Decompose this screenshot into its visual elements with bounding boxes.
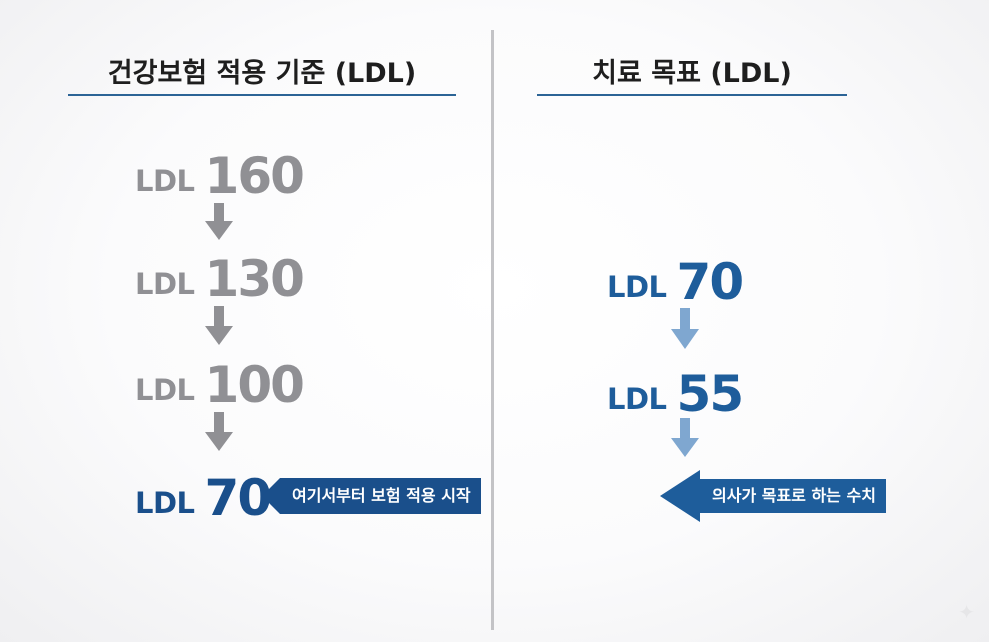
left-pointer-icon (262, 478, 280, 514)
left-step-100: LDL 100 (135, 351, 305, 414)
right-callout: 의사가 목표로 하는 수치 (660, 470, 886, 522)
left-step-70: LDL 70 (135, 464, 273, 527)
step-value: 55 (676, 365, 745, 423)
left-step-160: LDL 160 (135, 142, 305, 205)
step-prefix: LDL (135, 267, 195, 301)
step-value: 160 (204, 147, 305, 205)
step-value: 130 (204, 250, 305, 308)
left-pointer-icon (660, 470, 700, 522)
left-panel-title: 건강보험 적용 기준 (LDL) (68, 52, 456, 96)
panel-divider (491, 30, 494, 630)
right-callout-text: 의사가 목표로 하는 수치 (700, 479, 886, 513)
step-value: 70 (676, 253, 745, 311)
step-prefix: LDL (135, 486, 195, 520)
down-arrow-icon (671, 308, 699, 349)
step-value: 70 (204, 469, 273, 527)
down-arrow-icon (205, 203, 233, 240)
left-step-130: LDL 130 (135, 245, 305, 308)
down-arrow-icon (671, 418, 699, 457)
step-prefix: LDL (607, 382, 667, 416)
left-callout: 여기서부터 보험 적용 시작 (262, 478, 481, 514)
step-prefix: LDL (607, 270, 667, 304)
right-panel-title: 치료 목표 (LDL) (537, 52, 847, 96)
step-prefix: LDL (135, 164, 195, 198)
right-step-70: LDL 70 (607, 248, 745, 311)
sparkle-icon: ✦ (958, 600, 975, 624)
down-arrow-icon (205, 306, 233, 345)
right-step-55: LDL 55 (607, 360, 745, 423)
step-value: 100 (204, 356, 305, 414)
left-callout-text: 여기서부터 보험 적용 시작 (280, 478, 481, 514)
step-prefix: LDL (135, 373, 195, 407)
down-arrow-icon (205, 412, 233, 451)
